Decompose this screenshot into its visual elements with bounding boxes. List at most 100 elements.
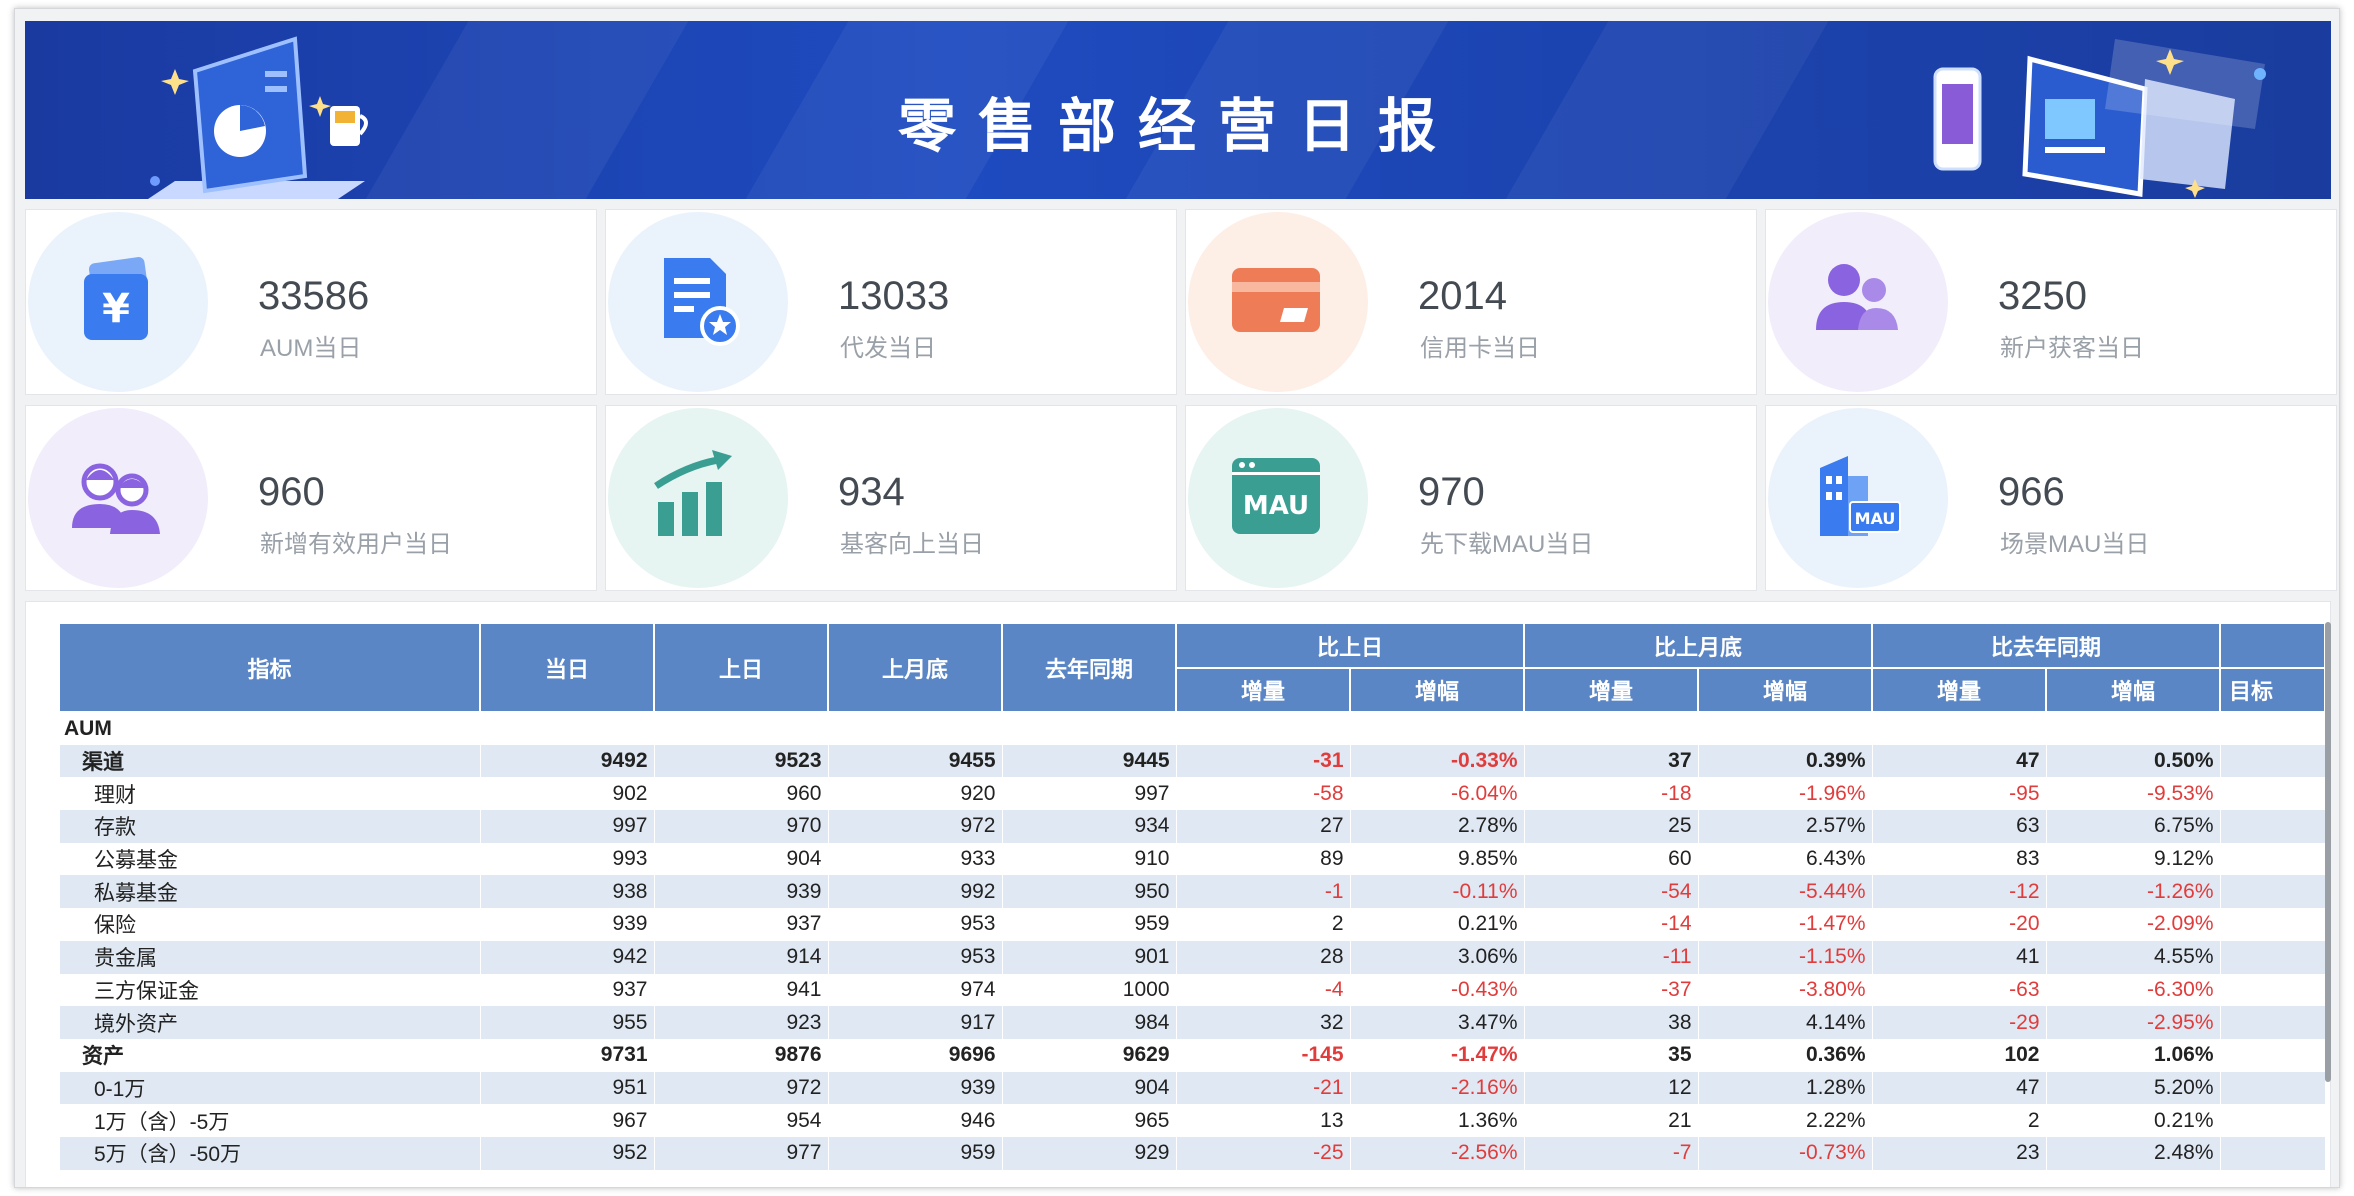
table-row[interactable]: 0-1万 951 972 939 904 -21 -2.16% 12 1.28% 47 5.20% bbox=[60, 1071, 2326, 1105]
table-row[interactable]: 公募基金 993 904 933 910 89 9.85% 60 6.43% 83 9.12% bbox=[60, 842, 2326, 876]
building-mau-icon: MAU bbox=[1820, 456, 1901, 536]
table-cell bbox=[1872, 712, 2047, 745]
table-cell: 2.57% bbox=[1698, 810, 1873, 843]
table-cell: 993 bbox=[480, 842, 655, 876]
table-row[interactable]: 5万（含）-50万 952 977 959 929 -25 -2.56% -7 -0.73% 23… bbox=[60, 1136, 2326, 1170]
table-cell-target bbox=[2220, 1136, 2326, 1170]
table-row[interactable]: AUM bbox=[60, 712, 2326, 745]
table-cell: 9731 bbox=[480, 1038, 655, 1072]
table-cell bbox=[1350, 712, 1525, 745]
col-header-prev-month-end[interactable]: 上月底 bbox=[828, 624, 1003, 713]
table-cell: -0.43% bbox=[1350, 973, 1525, 1007]
row-indicator: 资产 bbox=[60, 1038, 481, 1072]
vertical-scrollbar[interactable] bbox=[2325, 622, 2331, 1082]
table-cell: 974 bbox=[828, 973, 1003, 1007]
table-cell: 1.28% bbox=[1698, 1071, 1873, 1105]
table-row[interactable]: 理财 902 960 920 997 -58 -6.04% -18 -1.96% -95 -9.53… bbox=[60, 777, 2326, 811]
kpi-card-credit-card[interactable]: 2014 信用卡当日 bbox=[1185, 209, 1757, 395]
table-cell: 9455 bbox=[828, 744, 1003, 778]
table-row[interactable]: 境外资产 955 923 917 984 32 3.47% 38 4.14% -29 -2.95% bbox=[60, 1006, 2326, 1039]
table-cell: 60 bbox=[1524, 842, 1699, 876]
report-table: 指标 当日 上日 上月底 去年同期 比上日 比上月底 比去年同期 增量 增幅 增… bbox=[60, 624, 2326, 1170]
table-row[interactable]: 贵金属 942 914 953 901 28 3.06% -11 -1.15% 41 4.55% bbox=[60, 940, 2326, 974]
col-header-prev-day[interactable]: 上日 bbox=[654, 624, 829, 713]
table-cell: 960 bbox=[654, 777, 829, 811]
col-header-growth[interactable]: 增幅 bbox=[1698, 668, 1873, 713]
table-cell: -2.95% bbox=[2046, 1006, 2221, 1039]
col-header-today[interactable]: 当日 bbox=[480, 624, 655, 713]
table-cell: 984 bbox=[1002, 1006, 1177, 1039]
kpi-card-new-customers[interactable]: 3250 新户获客当日 bbox=[1765, 209, 2337, 395]
table-row[interactable]: 三方保证金 937 941 974 1000 -4 -0.43% -37 -3.80% -63 -6… bbox=[60, 973, 2326, 1007]
col-header-indicator[interactable]: 指标 bbox=[60, 624, 481, 713]
table-cell: 13 bbox=[1176, 1104, 1351, 1137]
col-header-growth[interactable]: 增幅 bbox=[2046, 668, 2221, 713]
table-row[interactable]: 存款 997 970 972 934 27 2.78% 25 2.57% 63 6.75% bbox=[60, 810, 2326, 843]
table-cell: 27 bbox=[1176, 810, 1351, 843]
table-cell: -1.26% bbox=[2046, 875, 2221, 909]
table-cell: -20 bbox=[1872, 908, 2047, 941]
row-indicator: 公募基金 bbox=[60, 842, 481, 876]
table-cell: 37 bbox=[1524, 744, 1699, 778]
table-cell: 9523 bbox=[654, 744, 829, 778]
kpi-card-payroll[interactable]: 13033 代发当日 bbox=[605, 209, 1177, 395]
devices-illustration-icon bbox=[1933, 39, 2266, 198]
table-cell: 9876 bbox=[654, 1038, 829, 1072]
svg-text:¥: ¥ bbox=[102, 286, 130, 332]
kpi-label: 基客向上当日 bbox=[840, 531, 984, 558]
col-header-last-year[interactable]: 去年同期 bbox=[1002, 624, 1177, 713]
laptop-illustration-icon bbox=[148, 36, 368, 199]
table-cell: -25 bbox=[1176, 1136, 1351, 1170]
table-cell: 0.50% bbox=[2046, 744, 2221, 778]
kpi-card-customer-upgrade[interactable]: 934 基客向上当日 bbox=[605, 405, 1177, 591]
kpi-card-scene-mau[interactable]: MAU 966 场景MAU当日 bbox=[1765, 405, 2337, 591]
table-cell: -12 bbox=[1872, 875, 2047, 909]
svg-text:MAU: MAU bbox=[1243, 491, 1309, 521]
table-cell: 1000 bbox=[1002, 973, 1177, 1007]
table-cell: 5.20% bbox=[2046, 1071, 2221, 1105]
table-row[interactable]: 资产 9731 9876 9696 9629 -145 -1.47% 35 0.36% 102 1.… bbox=[60, 1038, 2326, 1072]
table-cell: 934 bbox=[1002, 810, 1177, 843]
table-row[interactable]: 1万（含）-5万 967 954 946 965 13 1.36% 21 2.22% 2 0.21% bbox=[60, 1104, 2326, 1137]
page-title: 零售部经营日报 bbox=[897, 92, 1458, 160]
kpi-card-aum[interactable]: ¥ 33586 AUM当日 bbox=[25, 209, 597, 395]
col-group-vs-prev-day: 比上日 bbox=[1176, 624, 1525, 669]
table-cell: 89 bbox=[1176, 842, 1351, 876]
table-cell: -1.47% bbox=[1698, 908, 1873, 941]
table-cell: -2.56% bbox=[1350, 1136, 1525, 1170]
table-cell: 41 bbox=[1872, 940, 2047, 974]
col-header-increase[interactable]: 增量 bbox=[1524, 668, 1699, 713]
table-cell: 0.21% bbox=[2046, 1104, 2221, 1137]
table-cell: 959 bbox=[1002, 908, 1177, 941]
col-header-target[interactable]: 目标 bbox=[2220, 668, 2326, 713]
col-header-growth[interactable]: 增幅 bbox=[1350, 668, 1525, 713]
table-cell-target bbox=[2220, 973, 2326, 1007]
table-cell: 938 bbox=[480, 875, 655, 909]
table-cell: 920 bbox=[828, 777, 1003, 811]
table-cell: 3.47% bbox=[1350, 1006, 1525, 1039]
row-indicator: 存款 bbox=[60, 810, 481, 843]
kpi-value: 966 bbox=[1998, 470, 2065, 514]
kpi-card-download-mau[interactable]: MAU 970 先下载MAU当日 bbox=[1185, 405, 1757, 591]
row-indicator: 私募基金 bbox=[60, 875, 481, 909]
col-header-increase[interactable]: 增量 bbox=[1176, 668, 1351, 713]
table-cell: 917 bbox=[828, 1006, 1003, 1039]
table-cell: 2.22% bbox=[1698, 1104, 1873, 1137]
table-cell-target bbox=[2220, 1006, 2326, 1039]
col-group-vs-last-year: 比去年同期 bbox=[1872, 624, 2221, 669]
table-row[interactable]: 渠道 9492 9523 9455 9445 -31 -0.33% 37 0.39% 47 0.50… bbox=[60, 744, 2326, 778]
table-row[interactable]: 保险 939 937 953 959 2 0.21% -14 -1.47% -20 -2.09% bbox=[60, 908, 2326, 941]
table-row[interactable]: 私募基金 938 939 992 950 -1 -0.11% -54 -5.44% -12 -1.2… bbox=[60, 875, 2326, 909]
table-cell: -0.33% bbox=[1350, 744, 1525, 778]
table-cell: -54 bbox=[1524, 875, 1699, 909]
table-cell: 0.39% bbox=[1698, 744, 1873, 778]
table-cell bbox=[480, 712, 655, 745]
col-header-increase[interactable]: 增量 bbox=[1872, 668, 2047, 713]
table-cell: -1.96% bbox=[1698, 777, 1873, 811]
table-cell: 6.43% bbox=[1698, 842, 1873, 876]
kpi-card-new-active-users[interactable]: 960 新增有效用户当日 bbox=[25, 405, 597, 591]
table-cell-target bbox=[2220, 940, 2326, 974]
credit-card-icon bbox=[1232, 268, 1320, 332]
report-table-panel: 指标 当日 上日 上月底 去年同期 比上日 比上月底 比去年同期 增量 增幅 增… bbox=[25, 601, 2331, 1187]
table-cell: 904 bbox=[654, 842, 829, 876]
